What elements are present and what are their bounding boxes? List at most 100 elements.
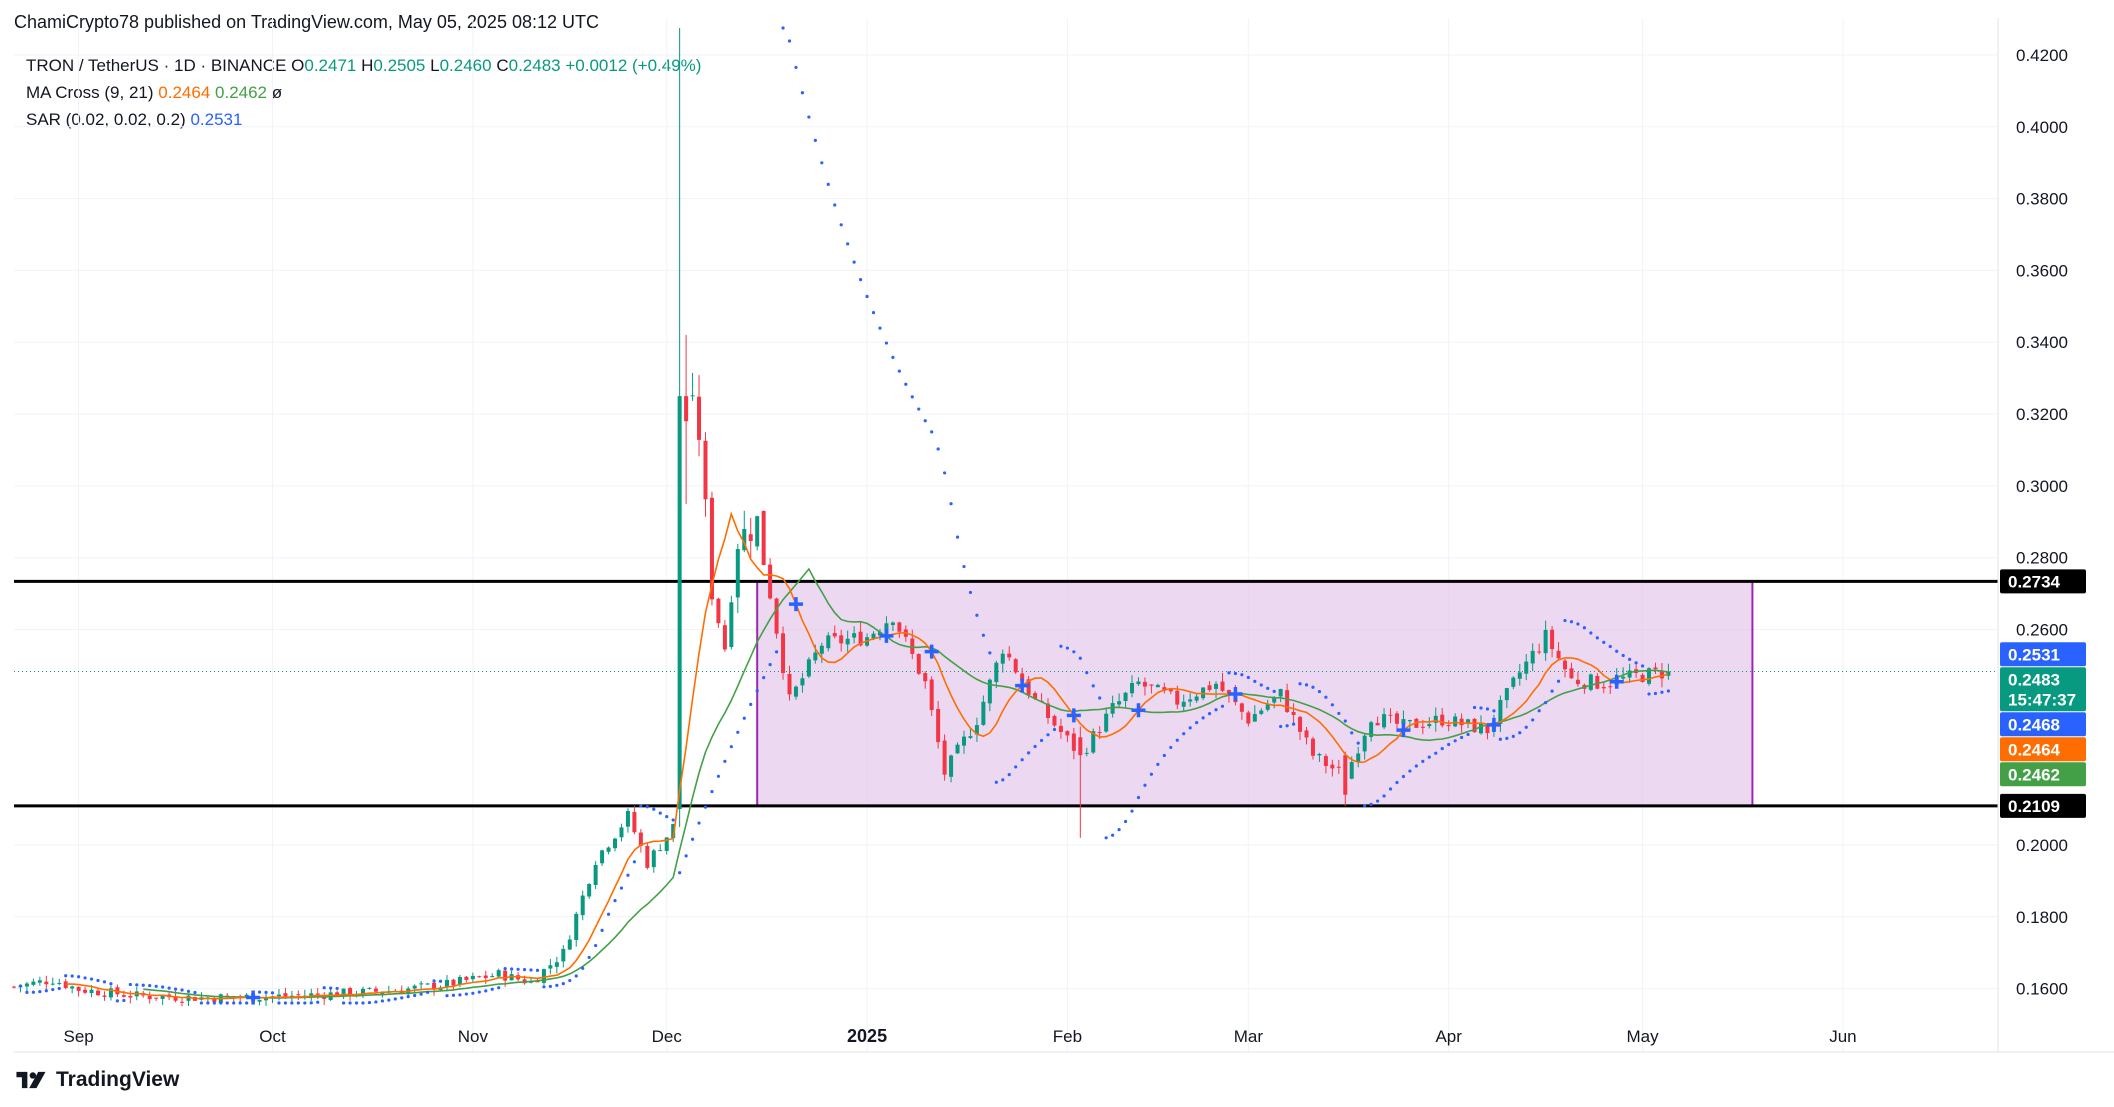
sar-dot <box>445 994 449 998</box>
candle-body <box>380 992 385 994</box>
time-tick-label: May <box>1626 1027 1659 1046</box>
sar-dot <box>1311 685 1315 689</box>
sar-dot <box>994 780 998 784</box>
candle-body <box>451 979 456 986</box>
sar-dot <box>613 899 617 903</box>
candle-body <box>1401 719 1406 725</box>
sar-dot <box>1479 706 1483 710</box>
candle-body <box>1382 714 1387 728</box>
time-axis[interactable]: Sep Oct Nov Dec 2025 Feb Mar Apr May Jun <box>14 1026 2114 1053</box>
ma-cross-marker <box>924 644 939 659</box>
sar-dot <box>632 860 637 864</box>
candle-body <box>341 988 346 997</box>
time-tick-label: Apr <box>1435 1027 1462 1046</box>
sar-dot <box>1027 751 1031 755</box>
sar-dot <box>729 745 733 749</box>
sar-dot <box>755 689 759 693</box>
sar-dot <box>1285 724 1289 728</box>
candle-body <box>367 987 372 989</box>
sar-dot <box>1401 774 1406 779</box>
tradingview-brand: TradingView <box>56 1068 180 1091</box>
sar-dot <box>1001 778 1005 782</box>
sar-dot <box>1298 682 1302 686</box>
sar-dot <box>548 984 552 989</box>
sar-dot <box>684 854 688 858</box>
sar-dot <box>690 837 695 841</box>
candle-body <box>335 992 340 997</box>
sar-dot <box>1214 708 1218 712</box>
candle-body <box>1517 672 1522 679</box>
sar-dot <box>930 430 934 434</box>
candle-body <box>1272 696 1277 703</box>
sar-dot <box>1078 656 1082 660</box>
sar-dot <box>361 1001 365 1005</box>
candle-body <box>961 736 966 746</box>
price-tag-bg <box>2000 642 2086 667</box>
candle-body <box>1033 693 1038 699</box>
close-label: C <box>496 56 509 75</box>
sar-dot <box>57 986 61 991</box>
candle-body <box>819 645 824 654</box>
candle-body <box>638 832 643 846</box>
sar-dot <box>1201 716 1205 720</box>
candle-body <box>845 638 850 645</box>
price-axis[interactable]: 0.4200 0.4000 0.3800 0.3600 0.3400 0.3200 0.30… <box>1997 18 2068 1052</box>
sar-dot <box>180 988 184 992</box>
sar-name[interactable]: SAR (0.02, 0.02, 0.2) <box>26 110 186 129</box>
ma-cross-marker <box>246 990 261 1005</box>
candle-body <box>897 622 902 632</box>
candle-body <box>121 995 126 997</box>
candle-body <box>477 976 482 978</box>
ma-cross-name[interactable]: MA Cross (9, 21) <box>26 83 154 102</box>
sar-dot <box>64 974 68 978</box>
candle-body <box>1278 688 1283 697</box>
sar-dot <box>1556 679 1561 683</box>
price-chart[interactable]: 0.4200 0.4000 0.3800 0.3600 0.3400 0.3200 0.30… <box>0 0 2114 1060</box>
time-tick-label: Sep <box>64 1027 94 1046</box>
sar-dot <box>678 871 682 875</box>
candle-body <box>826 635 831 649</box>
sar-dot <box>1304 683 1309 687</box>
sar-dot <box>51 987 55 992</box>
candle-body <box>1194 696 1199 701</box>
sar-dot <box>897 369 901 373</box>
ma-slow-line <box>143 567 1669 999</box>
sar-dot <box>542 985 546 989</box>
sar-dot <box>910 395 914 399</box>
tradingview-footer[interactable]: TradingView <box>14 1068 179 1092</box>
candle-body <box>832 632 837 637</box>
candle-body <box>593 864 598 885</box>
sar-dot <box>70 974 74 978</box>
candle-body <box>419 983 424 985</box>
sar-dot <box>426 990 430 994</box>
candle-body <box>1666 671 1671 676</box>
sar-dot <box>1220 704 1225 708</box>
sar-dot <box>406 995 410 999</box>
candle-body <box>444 979 449 988</box>
sar-dot <box>1550 689 1554 693</box>
symbol-name[interactable]: TRON / TetherUS · 1D · BINANCE <box>26 56 287 75</box>
sar-dot <box>1085 671 1089 675</box>
price-tag-label: 0.2468 <box>2008 715 2060 734</box>
candle-body <box>923 673 928 682</box>
candle-body <box>554 962 559 967</box>
sar-dot <box>574 974 578 978</box>
price-tag-bg <box>2000 793 2086 818</box>
sar-dot <box>742 716 746 720</box>
candle-body <box>535 981 540 983</box>
sar-dot <box>380 999 384 1003</box>
candle-body <box>1647 668 1652 684</box>
sar-dot <box>477 990 481 994</box>
candle-body <box>37 980 42 983</box>
candle-body <box>1259 710 1264 714</box>
candle-body <box>684 396 689 422</box>
candle-body <box>1627 670 1632 678</box>
candle-body <box>1330 764 1335 769</box>
candle-body <box>735 549 740 598</box>
sar-dot <box>115 999 120 1003</box>
sar-dot <box>884 341 889 345</box>
price-tick-label: 0.3400 <box>2016 333 2068 352</box>
sar-dot <box>1343 719 1347 723</box>
sar-dot <box>904 382 908 386</box>
sar-dot <box>955 535 960 539</box>
